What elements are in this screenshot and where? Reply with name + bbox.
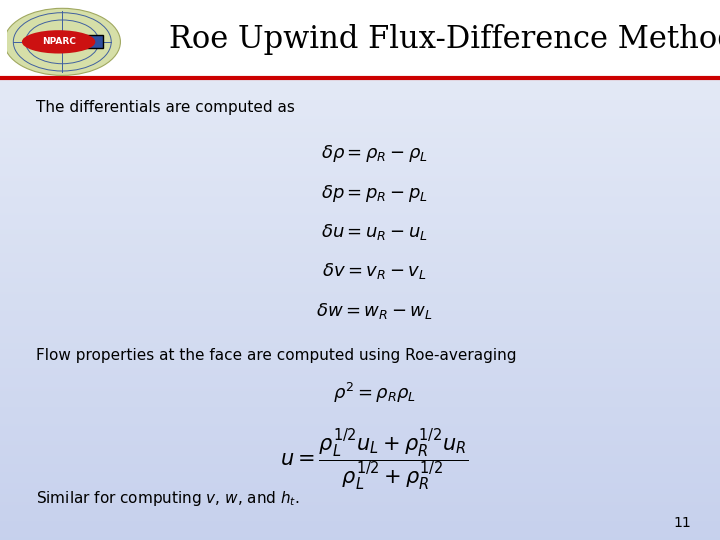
Text: $\delta v = v_R - v_L$: $\delta v = v_R - v_L$ — [322, 261, 427, 281]
FancyArrow shape — [81, 35, 103, 49]
Text: $u = \dfrac{\rho_L^{1/2} u_L + \rho_R^{1/2} u_R}{\rho_L^{1/2} + \rho_R^{1/2}}$: $u = \dfrac{\rho_L^{1/2} u_L + \rho_R^{1… — [280, 427, 469, 491]
Text: $\delta p = p_R - p_L$: $\delta p = p_R - p_L$ — [321, 183, 428, 204]
Text: $\delta u = u_R - u_L$: $\delta u = u_R - u_L$ — [321, 222, 428, 242]
Text: Flow properties at the face are computed using Roe-averaging: Flow properties at the face are computed… — [36, 348, 516, 363]
Bar — [0, 0, 720, 78]
Text: Similar for computing $v$, $w$, and $h_t$.: Similar for computing $v$, $w$, and $h_t… — [36, 489, 300, 508]
Ellipse shape — [22, 30, 95, 53]
Text: $\delta w = w_R - w_L$: $\delta w = w_R - w_L$ — [316, 301, 433, 321]
Text: NPARC: NPARC — [42, 37, 76, 46]
Ellipse shape — [4, 8, 120, 76]
Text: $\delta\rho = \rho_R - \rho_L$: $\delta\rho = \rho_R - \rho_L$ — [321, 143, 428, 164]
Text: 11: 11 — [673, 516, 691, 530]
Text: Roe Upwind Flux-Difference Method: Roe Upwind Flux-Difference Method — [169, 24, 720, 55]
Text: The differentials are computed as: The differentials are computed as — [36, 100, 295, 115]
Text: $\rho^2 = \rho_R \rho_L$: $\rho^2 = \rho_R \rho_L$ — [333, 381, 416, 405]
